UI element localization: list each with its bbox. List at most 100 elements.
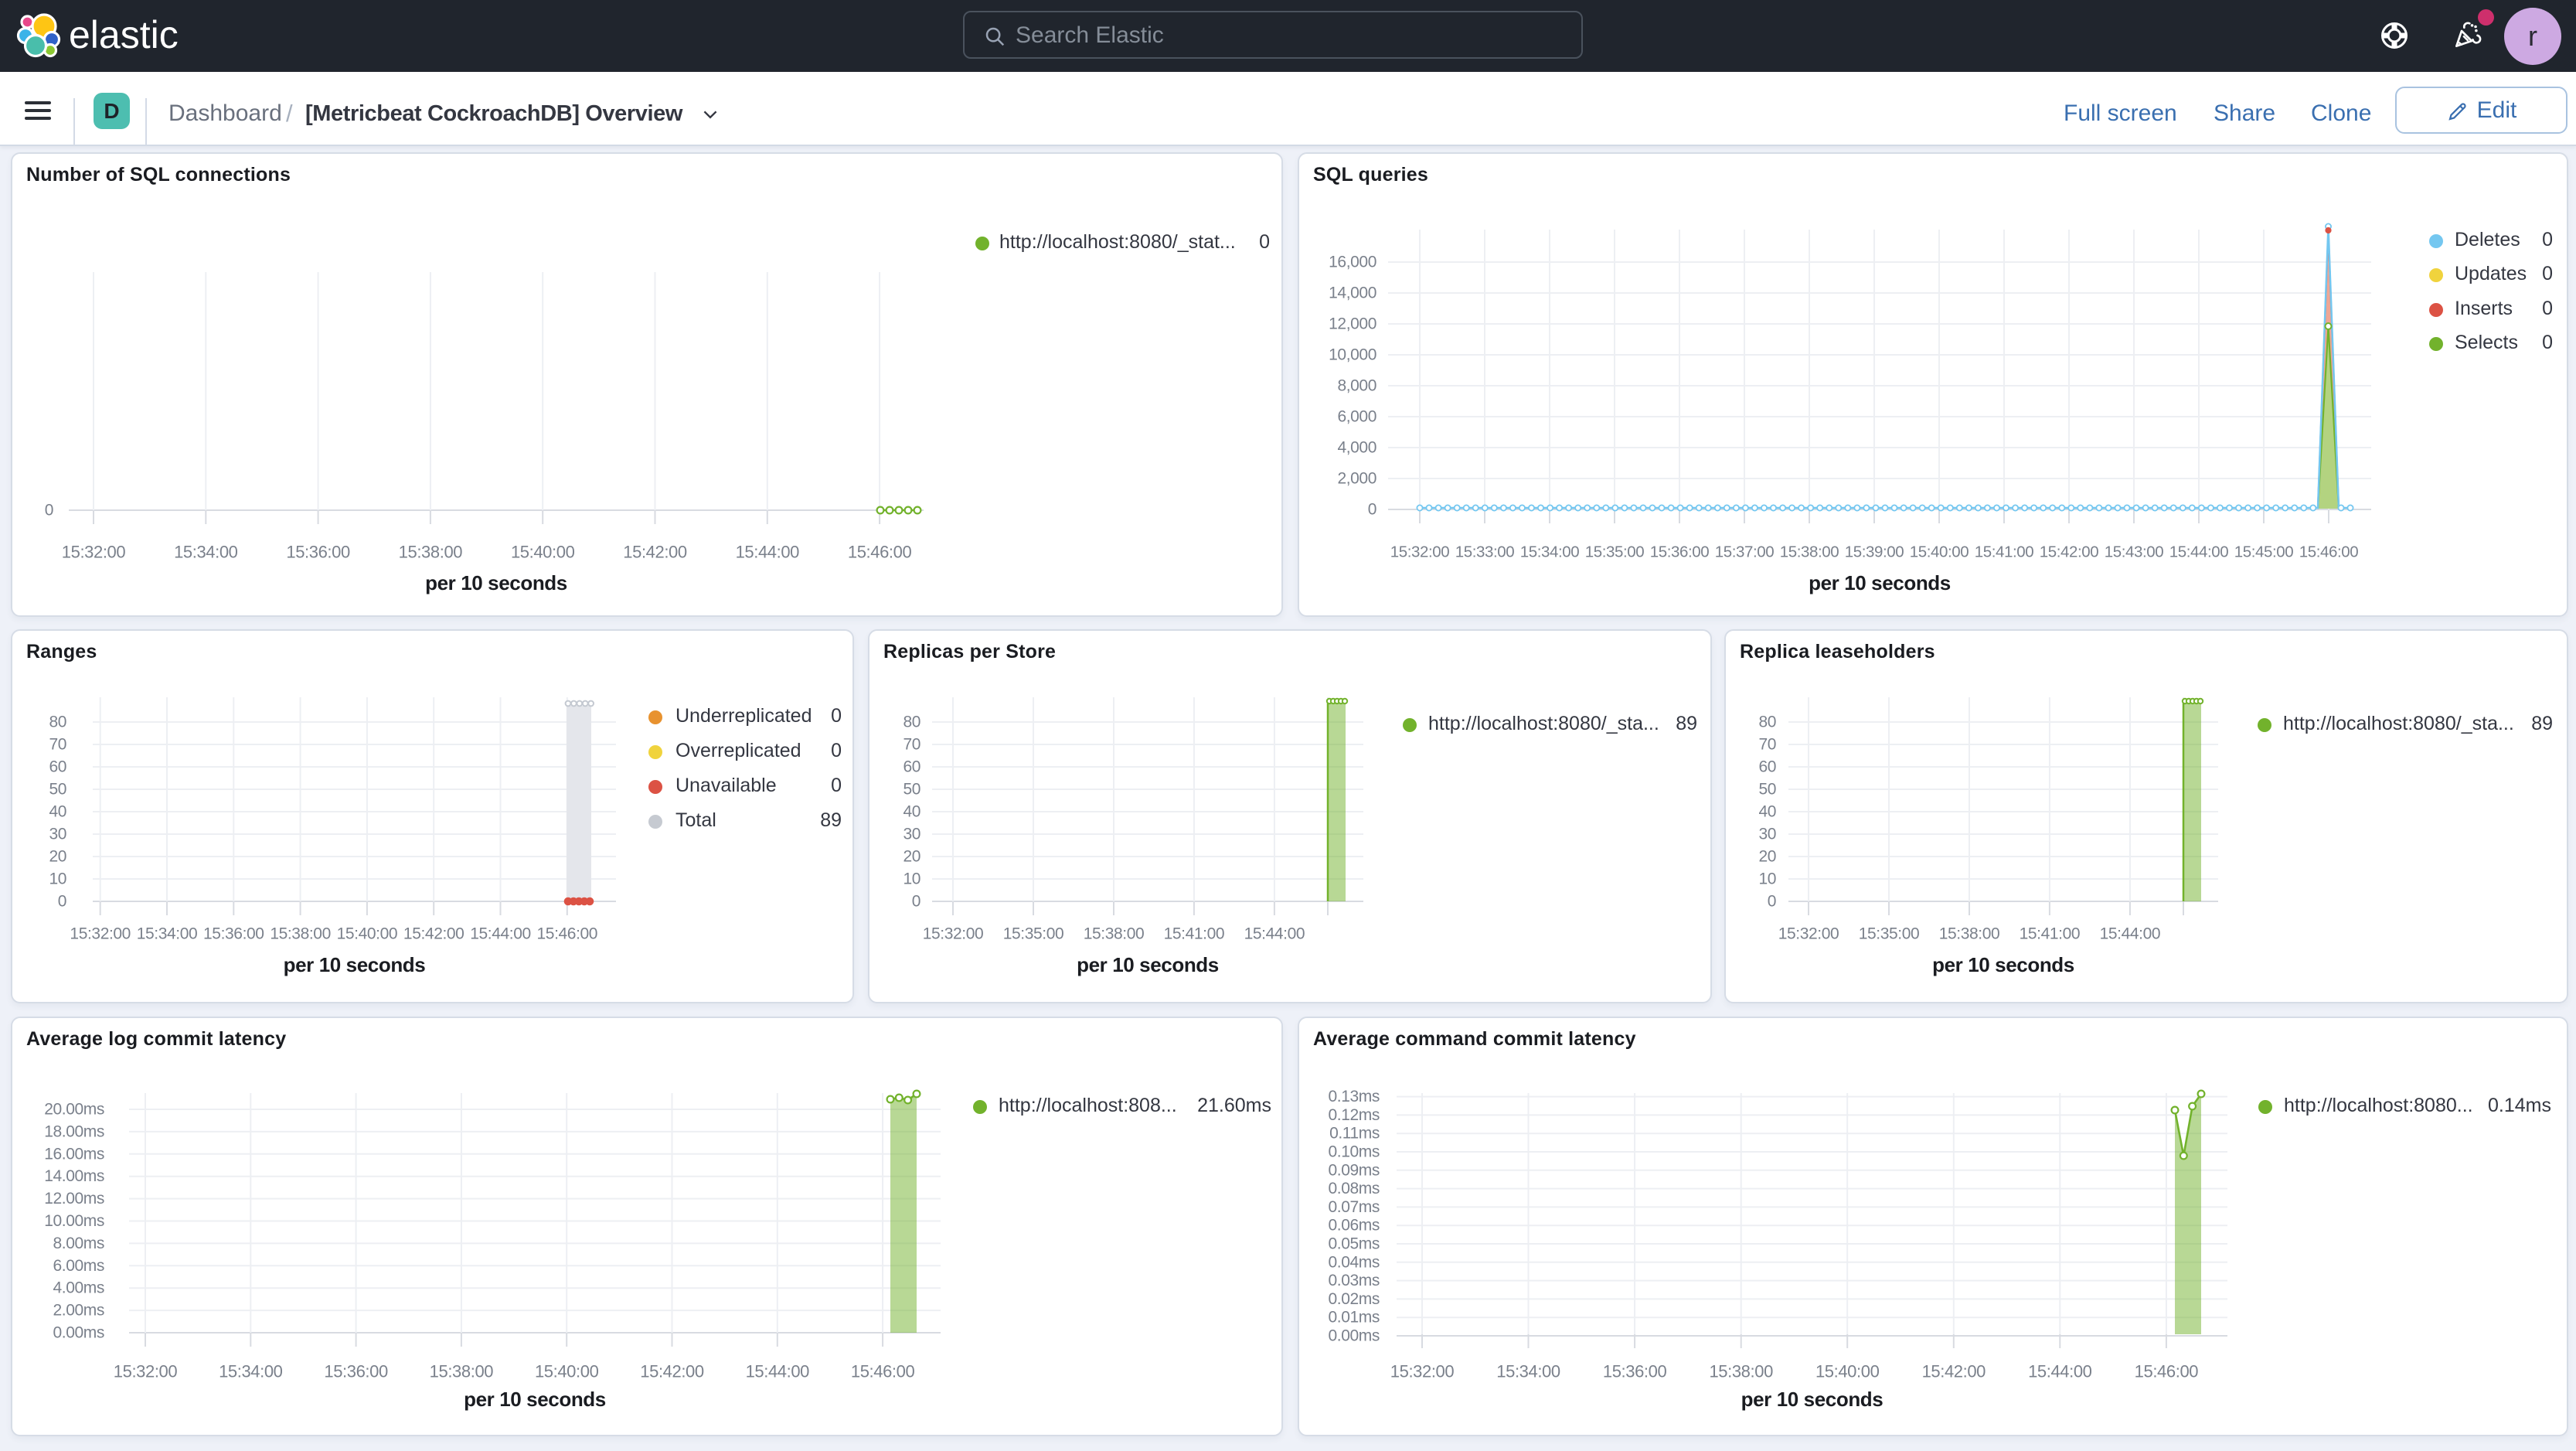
svg-text:40: 40 xyxy=(1758,803,1776,821)
svg-text:20.00ms: 20.00ms xyxy=(44,1101,104,1119)
svg-text:per 10 seconds: per 10 seconds xyxy=(284,953,426,976)
svg-text:50: 50 xyxy=(1758,781,1776,799)
svg-text:10: 10 xyxy=(49,870,66,888)
svg-text:0: 0 xyxy=(45,502,53,519)
svg-text:80: 80 xyxy=(49,714,66,731)
svg-text:6.00ms: 6.00ms xyxy=(53,1257,104,1275)
svg-text:50: 50 xyxy=(903,781,920,799)
svg-text:0.09ms: 0.09ms xyxy=(1329,1161,1380,1179)
svg-text:15:35:00: 15:35:00 xyxy=(1859,925,1920,943)
svg-text:15:44:00: 15:44:00 xyxy=(736,543,800,562)
svg-text:15:44:00: 15:44:00 xyxy=(2100,925,2161,943)
svg-text:15:34:00: 15:34:00 xyxy=(137,925,198,943)
svg-text:30: 30 xyxy=(903,826,920,843)
svg-text:0.02ms: 0.02ms xyxy=(1329,1290,1380,1308)
svg-text:70: 70 xyxy=(903,736,920,754)
svg-text:2.00ms: 2.00ms xyxy=(53,1302,104,1320)
svg-text:0: 0 xyxy=(58,893,66,911)
svg-text:0: 0 xyxy=(1768,893,1776,911)
svg-text:20: 20 xyxy=(49,848,66,866)
svg-text:60: 60 xyxy=(1758,758,1776,776)
svg-text:0: 0 xyxy=(1368,501,1376,519)
svg-text:15:44:00: 15:44:00 xyxy=(470,925,531,943)
svg-text:70: 70 xyxy=(49,736,66,754)
svg-text:15:38:00: 15:38:00 xyxy=(1709,1362,1773,1381)
svg-text:16,000: 16,000 xyxy=(1329,254,1376,271)
svg-text:15:37:00: 15:37:00 xyxy=(1715,543,1775,561)
svg-text:15:32:00: 15:32:00 xyxy=(62,543,126,562)
svg-text:15:36:00: 15:36:00 xyxy=(1603,1362,1667,1381)
svg-text:15:42:00: 15:42:00 xyxy=(623,543,687,562)
svg-text:15:42:00: 15:42:00 xyxy=(1922,1362,1986,1381)
svg-text:12.00ms: 12.00ms xyxy=(44,1190,104,1207)
svg-text:8.00ms: 8.00ms xyxy=(53,1235,104,1252)
svg-text:15:42:00: 15:42:00 xyxy=(2040,543,2099,561)
svg-text:0.07ms: 0.07ms xyxy=(1329,1198,1380,1216)
svg-text:50: 50 xyxy=(49,781,66,799)
svg-text:60: 60 xyxy=(49,758,66,776)
svg-text:15:32:00: 15:32:00 xyxy=(70,925,131,943)
svg-text:15:44:00: 15:44:00 xyxy=(2028,1362,2092,1381)
svg-text:30: 30 xyxy=(49,826,66,843)
svg-text:15:34:00: 15:34:00 xyxy=(174,543,238,562)
svg-text:14.00ms: 14.00ms xyxy=(44,1167,104,1185)
svg-text:15:34:00: 15:34:00 xyxy=(219,1362,283,1381)
svg-text:0.04ms: 0.04ms xyxy=(1329,1253,1380,1271)
svg-text:15:39:00: 15:39:00 xyxy=(1845,543,1904,561)
svg-text:0.10ms: 0.10ms xyxy=(1329,1143,1380,1161)
svg-text:14,000: 14,000 xyxy=(1329,284,1376,302)
svg-text:per 10 seconds: per 10 seconds xyxy=(1741,1388,1884,1411)
svg-text:10: 10 xyxy=(903,870,920,888)
svg-text:15:40:00: 15:40:00 xyxy=(1910,543,1969,561)
svg-text:0.12ms: 0.12ms xyxy=(1329,1106,1380,1124)
svg-text:60: 60 xyxy=(903,758,920,776)
svg-text:0.01ms: 0.01ms xyxy=(1329,1309,1380,1327)
svg-text:0.05ms: 0.05ms xyxy=(1329,1235,1380,1253)
svg-text:15:33:00: 15:33:00 xyxy=(1455,543,1515,561)
svg-text:15:44:00: 15:44:00 xyxy=(1244,925,1305,943)
svg-text:15:40:00: 15:40:00 xyxy=(511,543,575,562)
svg-text:15:46:00: 15:46:00 xyxy=(2299,543,2359,561)
svg-text:16.00ms: 16.00ms xyxy=(44,1145,104,1163)
svg-text:15:41:00: 15:41:00 xyxy=(1975,543,2034,561)
svg-text:0.00ms: 0.00ms xyxy=(53,1324,104,1342)
svg-text:10.00ms: 10.00ms xyxy=(44,1212,104,1230)
svg-text:15:40:00: 15:40:00 xyxy=(337,925,398,943)
svg-text:15:41:00: 15:41:00 xyxy=(2020,925,2081,943)
svg-text:80: 80 xyxy=(1758,714,1776,731)
svg-text:15:46:00: 15:46:00 xyxy=(851,1362,915,1381)
svg-text:15:38:00: 15:38:00 xyxy=(1780,543,1839,561)
svg-text:4,000: 4,000 xyxy=(1337,439,1376,457)
svg-text:15:34:00: 15:34:00 xyxy=(1496,1362,1560,1381)
svg-text:10,000: 10,000 xyxy=(1329,346,1376,364)
svg-text:0.03ms: 0.03ms xyxy=(1329,1272,1380,1289)
svg-text:15:38:00: 15:38:00 xyxy=(1939,925,2000,943)
svg-text:15:36:00: 15:36:00 xyxy=(203,925,264,943)
svg-text:15:36:00: 15:36:00 xyxy=(1650,543,1710,561)
svg-text:20: 20 xyxy=(903,848,920,866)
svg-text:12,000: 12,000 xyxy=(1329,315,1376,333)
svg-text:15:35:00: 15:35:00 xyxy=(1003,925,1064,943)
svg-text:15:38:00: 15:38:00 xyxy=(399,543,463,562)
svg-text:15:46:00: 15:46:00 xyxy=(848,543,912,562)
svg-text:15:34:00: 15:34:00 xyxy=(1520,543,1580,561)
svg-text:18.00ms: 18.00ms xyxy=(44,1122,104,1140)
svg-text:0.11ms: 0.11ms xyxy=(1329,1125,1380,1143)
svg-text:15:44:00: 15:44:00 xyxy=(2169,543,2229,561)
svg-text:per 10 seconds: per 10 seconds xyxy=(1932,953,2074,976)
svg-text:per 10 seconds: per 10 seconds xyxy=(425,571,567,594)
svg-text:4.00ms: 4.00ms xyxy=(53,1279,104,1297)
svg-text:30: 30 xyxy=(1758,826,1776,843)
svg-text:15:36:00: 15:36:00 xyxy=(324,1362,388,1381)
svg-text:80: 80 xyxy=(903,714,920,731)
svg-text:15:32:00: 15:32:00 xyxy=(1778,925,1839,943)
svg-text:15:42:00: 15:42:00 xyxy=(403,925,464,943)
svg-text:6,000: 6,000 xyxy=(1337,408,1376,426)
svg-text:15:32:00: 15:32:00 xyxy=(923,925,984,943)
svg-text:15:41:00: 15:41:00 xyxy=(1164,925,1225,943)
svg-text:20: 20 xyxy=(1758,848,1776,866)
svg-text:8,000: 8,000 xyxy=(1337,377,1376,395)
svg-text:40: 40 xyxy=(903,803,920,821)
svg-text:15:38:00: 15:38:00 xyxy=(430,1362,494,1381)
svg-text:15:46:00: 15:46:00 xyxy=(2135,1362,2199,1381)
